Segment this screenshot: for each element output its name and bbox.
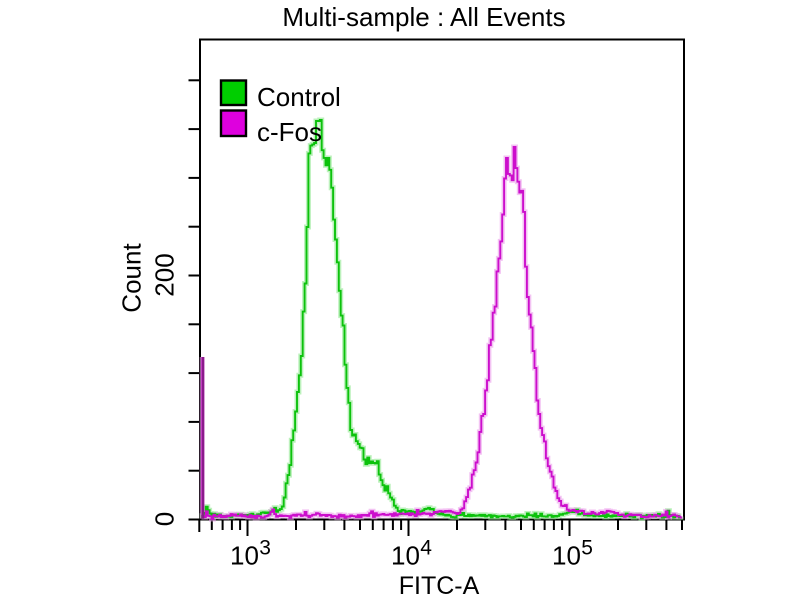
svg-text:10: 10 — [552, 540, 581, 570]
svg-text:5: 5 — [581, 536, 593, 559]
svg-text:10: 10 — [391, 540, 420, 570]
svg-text:3: 3 — [259, 536, 271, 559]
svg-text:10: 10 — [230, 540, 259, 570]
svg-text:4: 4 — [420, 536, 432, 559]
